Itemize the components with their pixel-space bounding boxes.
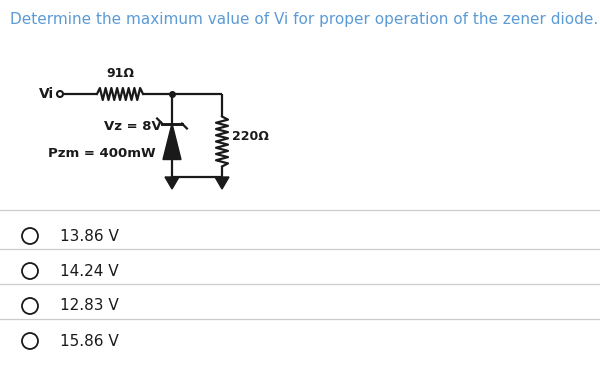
Polygon shape: [165, 177, 179, 189]
Text: Pzm = 400mW: Pzm = 400mW: [49, 147, 156, 160]
Text: Vz = 8V: Vz = 8V: [104, 120, 162, 133]
Text: 220Ω: 220Ω: [232, 130, 269, 143]
Polygon shape: [215, 177, 229, 189]
Polygon shape: [163, 123, 181, 159]
Text: 91Ω: 91Ω: [106, 67, 134, 80]
Text: 12.83 V: 12.83 V: [60, 298, 119, 313]
Text: 13.86 V: 13.86 V: [60, 229, 119, 243]
Text: Vi: Vi: [39, 87, 54, 101]
Text: 14.24 V: 14.24 V: [60, 264, 119, 279]
Text: 15.86 V: 15.86 V: [60, 334, 119, 349]
Text: Determine the maximum value of Vi for proper operation of the zener diode.: Determine the maximum value of Vi for pr…: [10, 12, 598, 27]
